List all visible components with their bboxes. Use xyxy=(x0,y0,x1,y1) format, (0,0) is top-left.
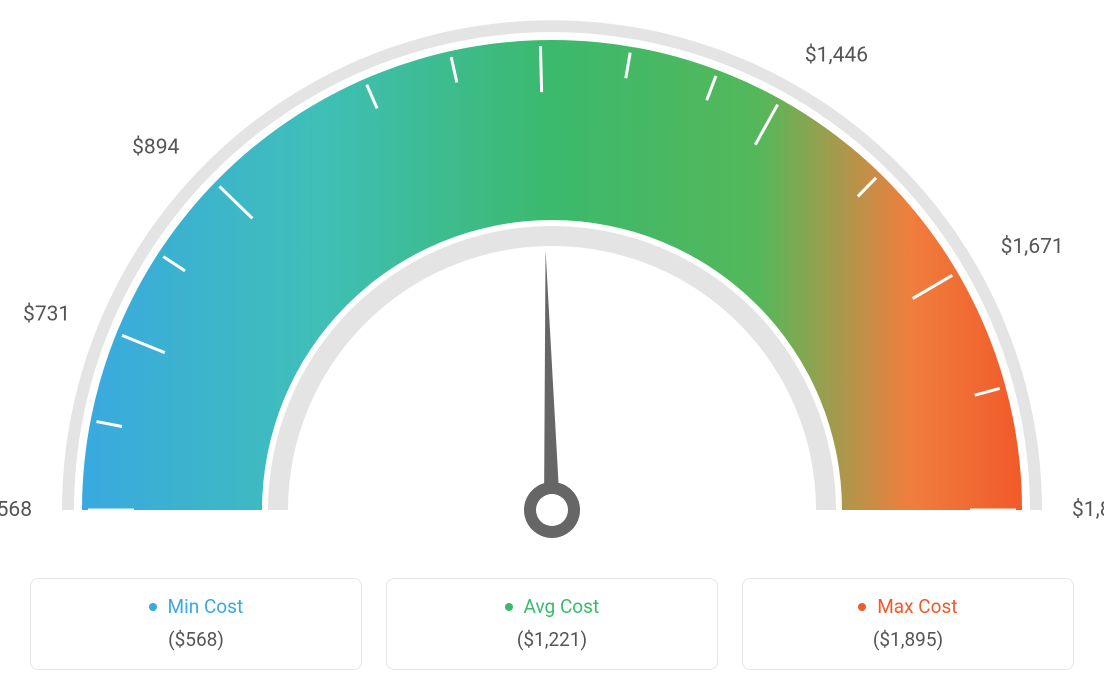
gauge-label: $1,446 xyxy=(805,44,868,68)
gauge-hub-hole xyxy=(536,494,568,526)
avg-cost-title: Avg Cost xyxy=(524,595,600,618)
gauge-label: $1,221 xyxy=(507,0,570,2)
max-dot xyxy=(858,603,866,611)
gauge-label: $731 xyxy=(23,302,70,326)
gauge-needle xyxy=(544,250,560,510)
gauge-label: $894 xyxy=(132,135,179,159)
gauge-label: $568 xyxy=(0,498,32,522)
gauge-tick xyxy=(540,46,541,92)
avg-dot xyxy=(505,603,513,611)
min-cost-card: Min Cost ($568) xyxy=(30,578,362,670)
max-cost-value: ($1,895) xyxy=(763,628,1053,651)
min-dot xyxy=(149,603,157,611)
gauge-label: $1,671 xyxy=(1001,235,1064,259)
gauge-label: $1,895 xyxy=(1072,498,1104,522)
max-cost-title: Max Cost xyxy=(877,595,957,618)
avg-cost-value: ($1,221) xyxy=(407,628,697,651)
cost-gauge: $568 $731 $894 $1,221 $1,446 $1,671 $1,895 xyxy=(0,0,1104,560)
min-cost-title: Min Cost xyxy=(168,595,244,618)
legend: Min Cost ($568) Avg Cost ($1,221) Max Co… xyxy=(0,578,1104,670)
max-cost-card: Max Cost ($1,895) xyxy=(742,578,1074,670)
min-cost-value: ($568) xyxy=(51,628,341,651)
avg-cost-card: Avg Cost ($1,221) xyxy=(386,578,718,670)
